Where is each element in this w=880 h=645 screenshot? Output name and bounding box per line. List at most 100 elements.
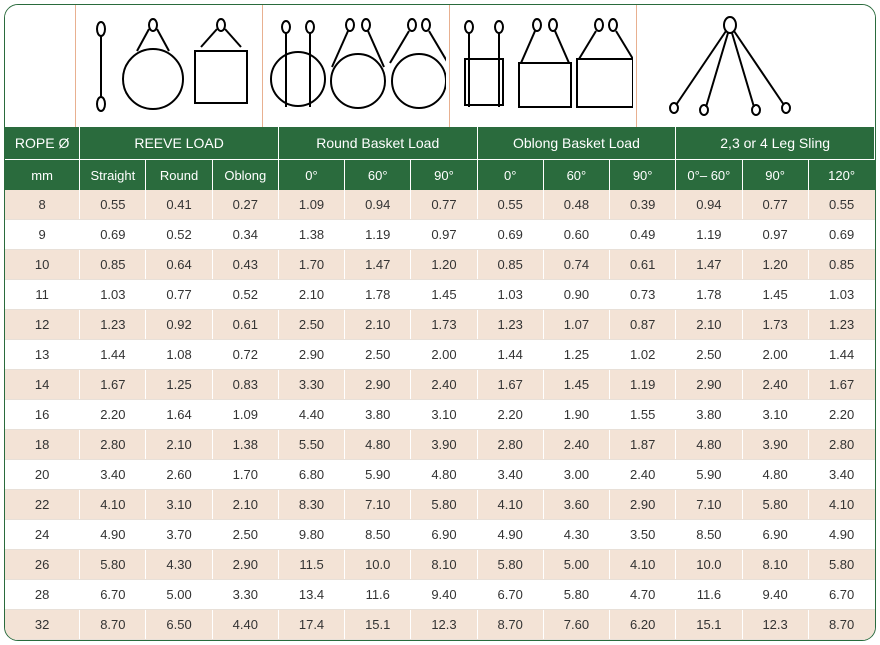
table-cell: 1.23 — [80, 310, 146, 340]
sling-load-table-frame: ROPE Ø REEVE LOAD Round Basket Load Oblo… — [4, 4, 876, 641]
table-cell: 2.20 — [477, 400, 543, 430]
table-cell: 4.90 — [477, 520, 543, 550]
table-cell: 1.44 — [80, 340, 146, 370]
table-cell: 5.80 — [742, 490, 808, 520]
table-row: 162.201.641.094.403.803.102.201.901.553.… — [5, 400, 875, 430]
table-cell: 0.94 — [676, 190, 742, 220]
table-cell: 8.50 — [676, 520, 742, 550]
table-row: 265.804.302.9011.510.08.105.805.004.1010… — [5, 550, 875, 580]
icon-cell-multileg — [637, 5, 823, 127]
table-row: 328.706.504.4017.415.112.38.707.606.2015… — [5, 610, 875, 640]
table-cell: 2.20 — [808, 400, 874, 430]
table-cell: 17.4 — [278, 610, 344, 640]
table-cell: 3.60 — [543, 490, 609, 520]
table-cell: 1.55 — [610, 400, 676, 430]
table-cell: 2.80 — [477, 430, 543, 460]
table-cell: 5.50 — [278, 430, 344, 460]
table-cell: 4.10 — [610, 550, 676, 580]
table-cell: 3.10 — [742, 400, 808, 430]
table-cell: 1.87 — [610, 430, 676, 460]
table-cell: 1.19 — [345, 220, 411, 250]
table-cell: 0.48 — [543, 190, 609, 220]
table-cell: 32 — [5, 610, 80, 640]
table-cell: 11.5 — [278, 550, 344, 580]
table-row: 90.690.520.341.381.190.970.690.600.491.1… — [5, 220, 875, 250]
table-cell: 0.77 — [742, 190, 808, 220]
table-cell: 4.10 — [808, 490, 874, 520]
table-cell: 8.50 — [345, 520, 411, 550]
table-cell: 8.30 — [278, 490, 344, 520]
table-cell: 2.00 — [742, 340, 808, 370]
table-cell: 1.25 — [543, 340, 609, 370]
table-cell: 4.40 — [278, 400, 344, 430]
table-row: 224.103.102.108.307.105.804.103.602.907.… — [5, 490, 875, 520]
table-cell: 13 — [5, 340, 80, 370]
table-cell: 0.74 — [543, 250, 609, 280]
table-cell: 4.90 — [80, 520, 146, 550]
table-cell: 12.3 — [742, 610, 808, 640]
table-cell: 5.80 — [808, 550, 874, 580]
sub-ob-0: 0° — [477, 160, 543, 191]
table-cell: 6.70 — [477, 580, 543, 610]
table-cell: 1.44 — [808, 340, 874, 370]
table-cell: 1.20 — [411, 250, 477, 280]
table-cell: 0.85 — [808, 250, 874, 280]
table-cell: 0.55 — [477, 190, 543, 220]
icon-cell-round-basket — [263, 5, 450, 127]
table-cell: 0.87 — [610, 310, 676, 340]
table-cell: 4.30 — [146, 550, 212, 580]
table-cell: 6.70 — [808, 580, 874, 610]
sub-rb-0: 0° — [278, 160, 344, 191]
table-cell: 5.80 — [411, 490, 477, 520]
table-cell: 16 — [5, 400, 80, 430]
table-cell: 1.09 — [278, 190, 344, 220]
table-cell: 4.70 — [610, 580, 676, 610]
table-cell: 1.78 — [676, 280, 742, 310]
table-cell: 1.70 — [278, 250, 344, 280]
table-cell: 3.80 — [345, 400, 411, 430]
table-cell: 5.80 — [80, 550, 146, 580]
sub-straight: Straight — [80, 160, 146, 191]
table-cell: 0.52 — [212, 280, 278, 310]
table-cell: 1.03 — [808, 280, 874, 310]
table-cell: 3.90 — [411, 430, 477, 460]
sub-oblong: Oblong — [212, 160, 278, 191]
sub-rb-60: 60° — [345, 160, 411, 191]
table-cell: 1.67 — [80, 370, 146, 400]
icon-cell-blank — [5, 5, 76, 127]
table-cell: 3.40 — [477, 460, 543, 490]
sub-rb-90: 90° — [411, 160, 477, 191]
table-cell: 1.19 — [676, 220, 742, 250]
table-cell: 15.1 — [345, 610, 411, 640]
hdr-rope: ROPE Ø — [5, 127, 80, 160]
table-cell: 1.45 — [742, 280, 808, 310]
table-cell: 2.50 — [212, 520, 278, 550]
table-cell: 2.10 — [676, 310, 742, 340]
table-cell: 13.4 — [278, 580, 344, 610]
table-cell: 0.83 — [212, 370, 278, 400]
table-cell: 5.80 — [477, 550, 543, 580]
table-cell: 6.50 — [146, 610, 212, 640]
table-cell: 18 — [5, 430, 80, 460]
table-cell: 0.55 — [80, 190, 146, 220]
table-cell: 10.0 — [676, 550, 742, 580]
table-cell: 1.20 — [742, 250, 808, 280]
table-cell: 0.85 — [80, 250, 146, 280]
round-basket-icon — [266, 11, 446, 121]
table-row: 244.903.702.509.808.506.904.904.303.508.… — [5, 520, 875, 550]
table-cell: 1.02 — [610, 340, 676, 370]
diagram-icon-row — [5, 5, 875, 127]
table-cell: 6.90 — [411, 520, 477, 550]
table-cell: 2.20 — [80, 400, 146, 430]
table-cell: 0.92 — [146, 310, 212, 340]
table-cell: 2.80 — [808, 430, 874, 460]
table-cell: 0.60 — [543, 220, 609, 250]
table-cell: 10 — [5, 250, 80, 280]
table-cell: 1.23 — [808, 310, 874, 340]
table-cell: 1.67 — [477, 370, 543, 400]
table-cell: 2.90 — [676, 370, 742, 400]
table-cell: 3.00 — [543, 460, 609, 490]
table-cell: 5.00 — [543, 550, 609, 580]
table-cell: 2.60 — [146, 460, 212, 490]
table-cell: 6.70 — [80, 580, 146, 610]
